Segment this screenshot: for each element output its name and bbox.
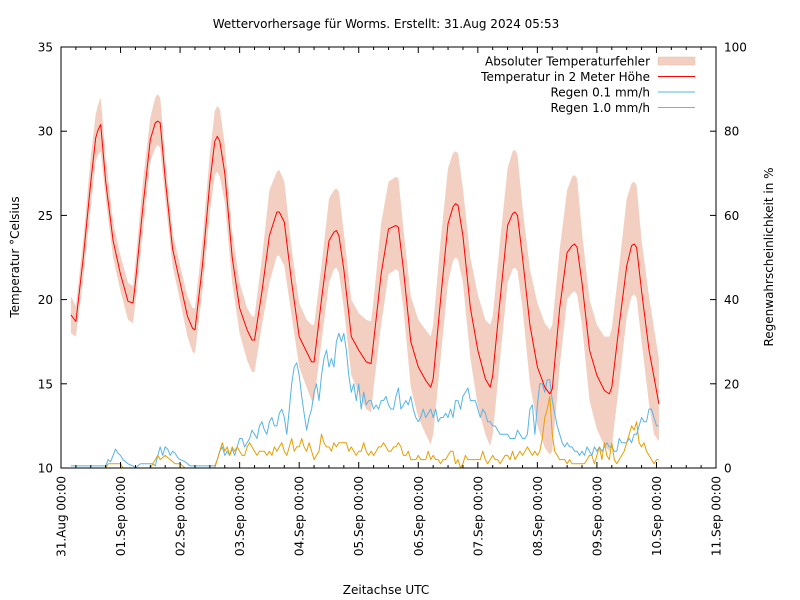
x-tick-label: 10.Sep 00:00 <box>650 476 664 556</box>
legend-swatch-band <box>657 56 696 66</box>
rain-0-1-line <box>70 332 659 469</box>
x-tick-label: 09.Sep 00:00 <box>590 476 604 556</box>
x-tick-label: 04.Sep 00:00 <box>293 476 307 556</box>
x-tick-label: 31.Aug 00:00 <box>55 476 69 557</box>
x-tick-label: 11.Sep 00:00 <box>710 476 724 556</box>
y-tick-label: 30 <box>38 125 53 139</box>
temperature-line <box>70 120 660 405</box>
legend-label: Temperatur in 2 Meter Höhe <box>480 70 650 84</box>
x-tick-label: 05.Sep 00:00 <box>352 476 366 556</box>
x-tick-label: 01.Sep 00:00 <box>114 476 128 556</box>
x-axis-label: Zeitachse UTC <box>343 583 429 597</box>
y-axis-left: 10 15 20 25 30 35 <box>38 41 716 476</box>
y2-tick-label: 0 <box>724 462 732 476</box>
y-tick-label: 25 <box>38 209 53 223</box>
chart-title: Wettervorhersage für Worms. Erstellt: 31… <box>213 17 560 31</box>
y2-tick-label: 100 <box>724 41 747 55</box>
x-tick-label: 06.Sep 00:00 <box>412 476 426 556</box>
x-axis: 31.Aug 00:00 01.Sep 00:00 02.Sep 00:00 03.S… <box>55 47 724 557</box>
y2-tick-label: 40 <box>724 293 739 307</box>
legend-label: Regen 1.0 mm/h <box>550 101 650 115</box>
x-tick-label: 03.Sep 00:00 <box>233 476 247 556</box>
y-tick-label: 35 <box>38 41 53 55</box>
series-lines-layer <box>70 120 660 469</box>
legend-label: Regen 0.1 mm/h <box>550 86 650 100</box>
x-tick-label: 02.Sep 00:00 <box>174 476 188 556</box>
y-tick-label: 10 <box>38 462 53 476</box>
y2-tick-label: 80 <box>724 125 739 139</box>
temperature-error-band <box>70 94 659 455</box>
y2-tick-label: 20 <box>724 377 739 391</box>
y2-axis-label: Regenwahrscheinlichkeit in % <box>762 167 776 346</box>
y-tick-label: 15 <box>38 377 53 391</box>
x-tick-label: 08.Sep 00:00 <box>531 476 545 556</box>
rain-1-0-line <box>70 395 659 469</box>
x-tick-label: 07.Sep 00:00 <box>471 476 485 556</box>
y-axis-right: 0 20 40 60 80 100 <box>724 41 747 476</box>
temperature-error-band-layer <box>70 94 659 455</box>
y-tick-label: 20 <box>38 293 53 307</box>
y-axis-label: Temperatur °Celsius <box>8 196 22 318</box>
legend-label: Absoluter Temperaturfehler <box>485 55 650 69</box>
y2-tick-label: 60 <box>724 209 739 223</box>
